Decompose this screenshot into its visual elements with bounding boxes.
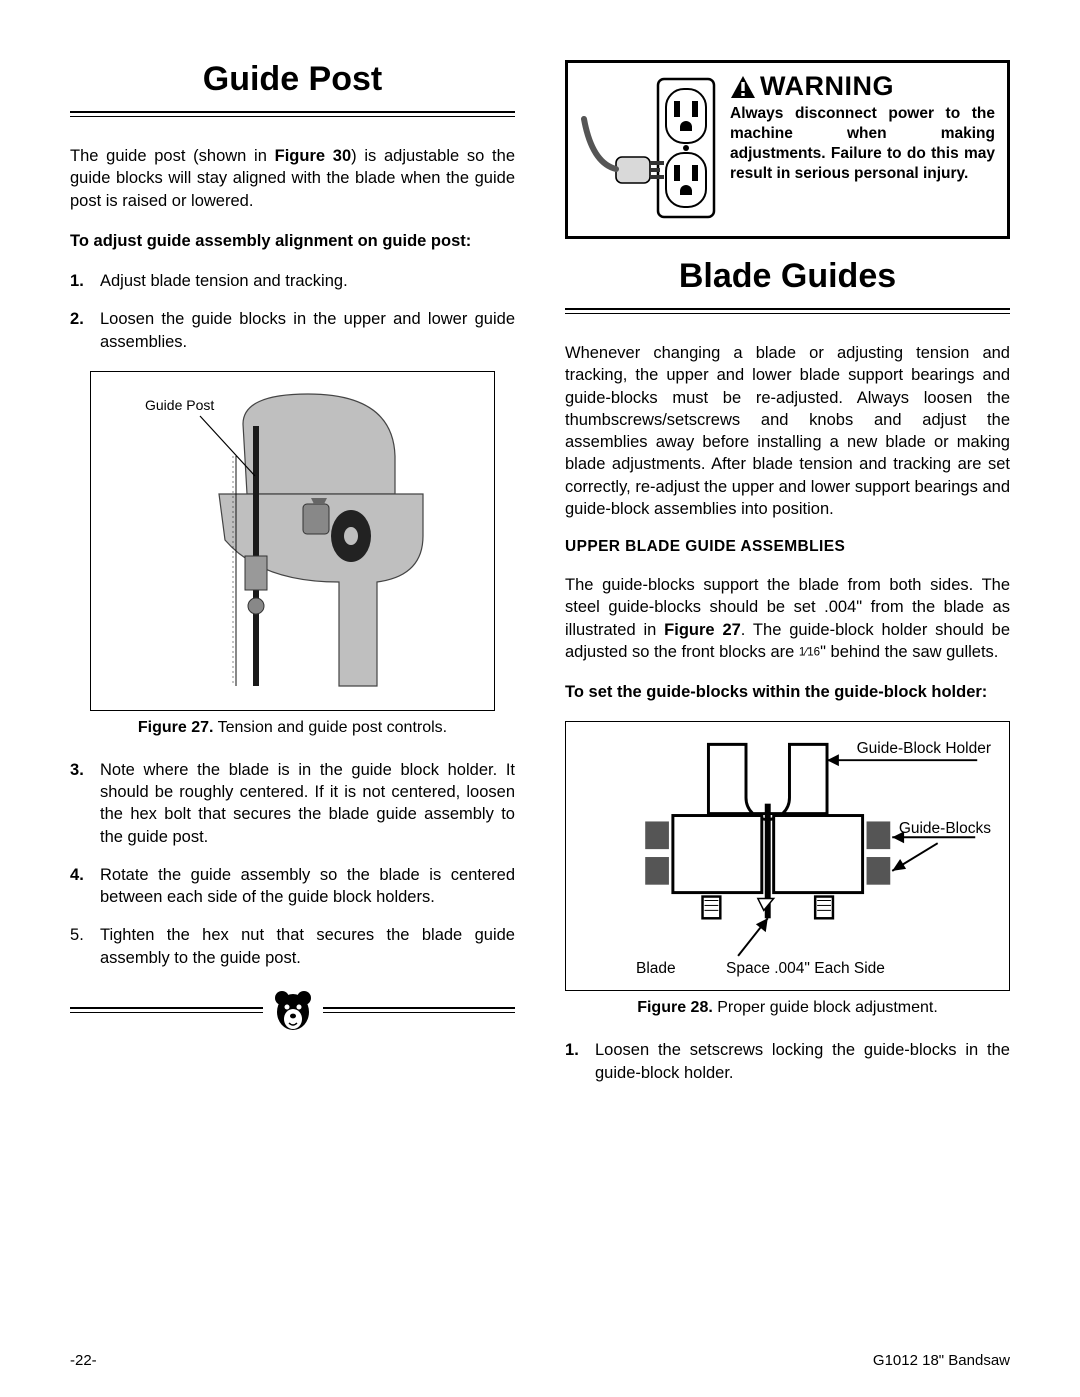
guide-post-heading: Guide Post xyxy=(70,60,515,99)
page-footer: -22- G1012 18" Bandsaw xyxy=(70,1352,1010,1369)
figure-27-box: Guide Post xyxy=(90,371,495,711)
left-column: Guide Post The guide post (shown in Figu… xyxy=(70,60,515,1102)
blade-guides-intro: Whenever changing a blade or adjusting t… xyxy=(565,342,1010,520)
right-step-1: Loosen the setscrews locking the guide-b… xyxy=(565,1039,1010,1084)
figure-28-box: Guide-Block Holder Guide-Blocks Blade Sp… xyxy=(565,721,1010,991)
fig28-holder-label: Guide-Block Holder xyxy=(857,740,991,758)
plug-outlet-icon xyxy=(580,71,720,221)
upper-assemblies-subhead: UPPER BLADE GUIDE ASSEMBLIES xyxy=(565,538,1010,556)
right-steps: Loosen the setscrews locking the guide-b… xyxy=(565,1039,1010,1084)
set-guide-blocks-subhead: To set the guide-blocks within the guide… xyxy=(565,681,1010,703)
blade-guides-heading: Blade Guides xyxy=(565,257,1010,296)
warning-graphic xyxy=(580,71,720,226)
guide-post-intro: The guide post (shown in Figure 30) is a… xyxy=(70,145,515,212)
figure-28-svg xyxy=(580,740,995,978)
figure-28-caption: Figure 28. Proper guide block adjustment… xyxy=(565,999,1010,1017)
steps-3-5: Note where the blade is in the guide blo… xyxy=(70,759,515,969)
step-2: Loosen the guide blocks in the upper and… xyxy=(70,308,515,353)
page-number: -22- xyxy=(70,1352,97,1369)
fig27-inside-label: Guide Post xyxy=(145,397,214,413)
step-4: Rotate the guide assembly so the blade i… xyxy=(70,864,515,909)
guide-blocks-para: The guide-blocks support the blade from … xyxy=(565,574,1010,663)
step-3: Note where the blade is in the guide blo… xyxy=(70,759,515,848)
heading-rule-right xyxy=(565,308,1010,314)
doc-title: G1012 18" Bandsaw xyxy=(873,1352,1010,1369)
figure-27-caption: Figure 27. Tension and guide post contro… xyxy=(70,719,515,737)
warning-triangle-icon xyxy=(730,75,756,99)
bear-icon xyxy=(273,987,313,1033)
right-column: WARNING Always disconnect power to the m… xyxy=(565,60,1010,1102)
fig28-space-label: Space .004" Each Side xyxy=(726,960,885,978)
divider-rule-left xyxy=(70,1007,263,1013)
warning-text: Always disconnect power to the machine w… xyxy=(730,104,995,185)
adjust-subhead: To adjust guide assembly alignment on gu… xyxy=(70,230,515,252)
fig28-blocks-label: Guide-Blocks xyxy=(899,820,991,838)
warning-box: WARNING Always disconnect power to the m… xyxy=(565,60,1010,239)
figure-27-svg: Guide Post xyxy=(133,386,453,696)
heading-rule xyxy=(70,111,515,117)
warning-title: WARNING xyxy=(730,71,995,102)
step-1: Adjust blade tension and tracking. xyxy=(70,270,515,292)
step-5: Tighten the hex nut that secures the bla… xyxy=(70,924,515,969)
divider-rule-right xyxy=(323,1007,516,1013)
fig28-blade-label: Blade xyxy=(636,960,676,978)
steps-1-2: Adjust blade tension and tracking. Loose… xyxy=(70,270,515,353)
bear-divider xyxy=(70,987,515,1033)
